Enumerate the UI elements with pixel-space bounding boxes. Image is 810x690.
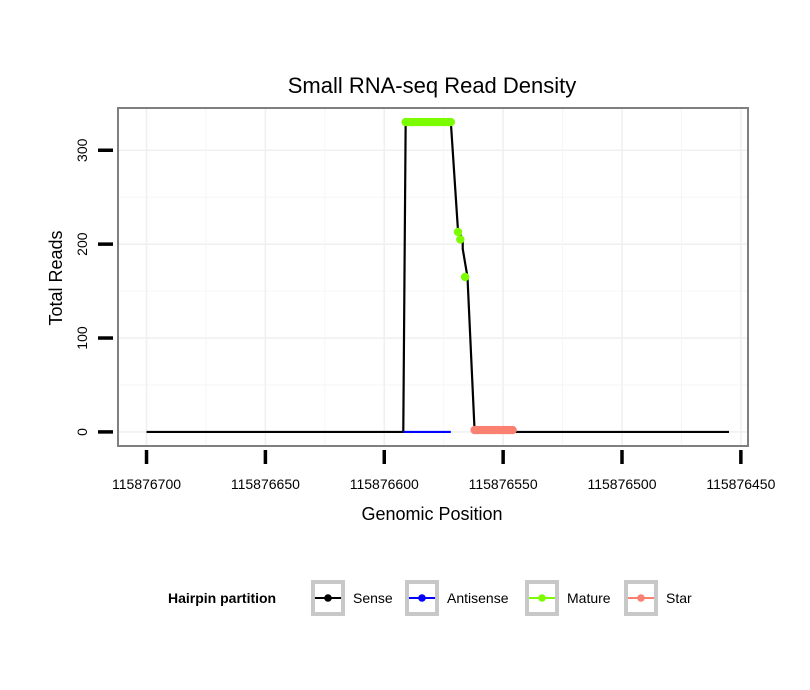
y-axis-label: Total Reads [46,230,66,325]
y-tick-label: 0 [74,428,90,436]
legend-item-sense: Sense [311,580,393,616]
x-tick-label: 115876600 [350,476,419,492]
legend-item-mature: Mature [525,580,611,616]
mature-point [456,235,465,244]
x-axis-ticks: 115876700 115876650 115876600 115876550 1158… [112,450,776,492]
mature-point [453,227,463,237]
legend-item-star: Star [624,580,692,616]
plot-border [117,107,749,447]
plot-frame [117,107,749,447]
legend-label-antisense: Antisense [447,590,509,606]
grid-lines [118,108,748,446]
x-tick-label: 115876550 [469,476,538,492]
x-tick-label: 115876700 [112,476,181,492]
y-tick-label: 100 [74,326,90,350]
y-axis-ticks: 0 100 200 300 [74,138,113,436]
plot-area [118,108,748,446]
legend-label-mature: Mature [567,590,611,606]
legend-label-sense: Sense [353,590,393,606]
mature-point [460,272,470,282]
legend: Hairpin partition Sense Antisense Mature St… [168,580,692,616]
series-layer [146,117,729,435]
y-tick-label: 300 [74,138,90,162]
legend-label-star: Star [666,590,692,606]
x-tick-label: 115876450 [706,476,775,492]
legend-key-point-sense [324,594,332,602]
star-point [508,425,517,435]
x-tick-label: 115876500 [587,476,656,492]
legend-key-point-antisense [418,594,426,602]
legend-key-point-mature [538,594,546,602]
mature-point [446,117,456,127]
x-tick-label: 115876650 [231,476,300,492]
legend-item-antisense: Antisense [405,580,509,616]
legend-title: Hairpin partition [168,590,276,606]
y-tick-label: 200 [74,232,90,256]
chart-title: Small RNA-seq Read Density [288,73,577,98]
plot-background [118,108,748,446]
x-axis-label: Genomic Position [361,504,502,524]
legend-key-point-star [637,594,645,602]
